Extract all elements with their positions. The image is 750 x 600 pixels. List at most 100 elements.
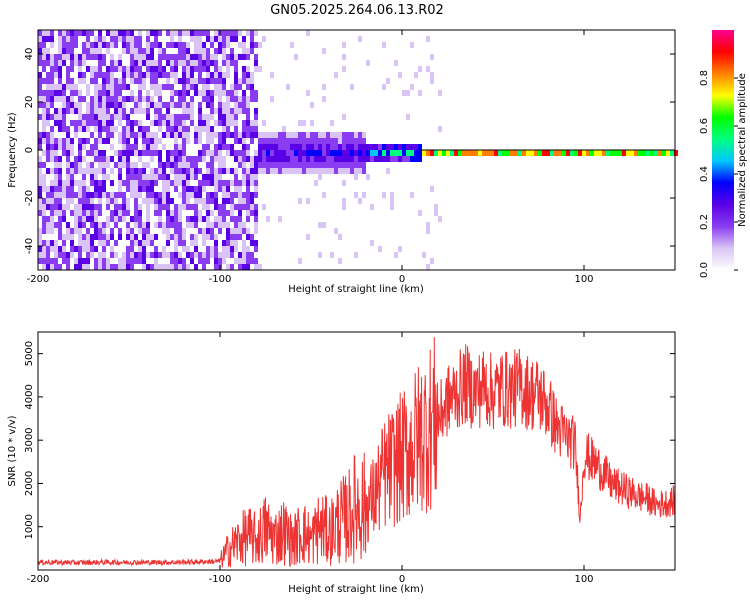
- heatmap-cell: [186, 162, 190, 168]
- heatmap-cell: [150, 144, 154, 150]
- heatmap-cell: [250, 210, 254, 216]
- heatmap-cell: [38, 240, 42, 246]
- heatmap-cell: [106, 162, 110, 168]
- heatmap-cell: [138, 240, 142, 246]
- colorbar-tick-label: 0.0: [699, 262, 710, 278]
- heatmap-cell: [178, 48, 182, 54]
- heatmap-cell: [130, 78, 134, 84]
- heatmap-cell: [150, 186, 154, 192]
- heatmap-cell: [174, 132, 178, 138]
- heatmap-cell: [202, 216, 206, 222]
- heatmap-cell: [154, 168, 158, 174]
- snr-frame: [37, 331, 676, 571]
- heatmap-cell: [146, 108, 150, 114]
- heatmap-cell: [86, 42, 90, 48]
- heatmap-cell: [198, 60, 202, 66]
- heatmap-cell: [650, 150, 654, 156]
- heatmap-cell: [142, 186, 146, 192]
- heatmap-cell: [82, 186, 86, 192]
- heatmap-cell: [74, 126, 78, 132]
- heatmap-cell: [54, 54, 58, 60]
- heatmap-cell: [58, 48, 62, 54]
- heatmap-cell: [206, 84, 210, 90]
- heatmap-cell: [106, 156, 110, 162]
- heatmap-cell: [346, 162, 350, 168]
- heatmap-cell: [62, 114, 66, 120]
- heatmap-cell: [182, 138, 186, 144]
- heatmap-cell: [118, 96, 122, 102]
- heatmap-cell: [330, 252, 334, 258]
- heatmap-cell: [206, 234, 210, 240]
- heatmap-cell: [134, 96, 138, 102]
- heatmap-cell: [146, 180, 150, 186]
- heatmap-cell: [158, 138, 162, 144]
- heatmap-cell: [106, 240, 110, 246]
- heatmap-cell: [70, 228, 74, 234]
- heatmap-cell: [190, 204, 194, 210]
- heatmap-cell: [542, 150, 546, 156]
- heatmap-cell: [82, 60, 86, 66]
- heatmap-cell: [78, 264, 82, 270]
- heatmap-cell: [98, 252, 102, 258]
- heatmap-cell: [250, 240, 254, 246]
- heatmap-cell: [98, 186, 102, 192]
- heatmap-cell: [42, 36, 46, 42]
- heatmap-cell: [62, 210, 66, 216]
- heatmap-cell: [246, 108, 250, 114]
- heatmap-cell: [154, 174, 158, 180]
- heatmap-cell: [94, 156, 98, 162]
- heatmap-cell: [226, 36, 230, 42]
- heatmap-cell: [110, 132, 114, 138]
- heatmap-cell: [246, 84, 250, 90]
- heatmap-cell: [626, 150, 630, 156]
- heatmap-cell: [74, 36, 78, 42]
- heatmap-cell: [38, 252, 42, 258]
- heatmap-cell: [238, 204, 242, 210]
- heatmap-cell: [130, 42, 134, 48]
- heatmap-cell: [138, 132, 142, 138]
- heatmap-cell: [190, 54, 194, 60]
- heatmap-cell: [254, 222, 258, 228]
- heatmap-cell: [210, 90, 214, 96]
- heatmap-cell: [370, 156, 374, 162]
- heatmap-cell: [178, 90, 182, 96]
- heatmap-cell: [178, 180, 182, 186]
- heatmap-cell: [430, 186, 434, 192]
- heatmap-cell: [202, 264, 206, 270]
- heatmap-cell: [94, 72, 98, 78]
- heatmap-cell: [38, 258, 42, 264]
- heatmap-cell: [158, 174, 162, 180]
- heatmap-cell: [366, 150, 370, 156]
- heatmap-cell: [38, 174, 42, 180]
- heatmap-cell: [330, 150, 334, 156]
- heatmap-cell: [42, 132, 46, 138]
- heatmap-cell: [206, 102, 210, 108]
- heatmap-cell: [78, 144, 82, 150]
- heatmap-cell: [98, 48, 102, 54]
- heatmap-cell: [122, 84, 126, 90]
- heatmap-cell: [46, 216, 50, 222]
- heatmap-cell: [146, 132, 150, 138]
- heatmap-cell: [174, 120, 178, 126]
- heatmap-cell: [218, 174, 222, 180]
- heatmap-cell: [234, 222, 238, 228]
- heatmap-cell: [74, 168, 78, 174]
- heatmap-cell: [186, 30, 190, 36]
- heatmap-cell: [42, 126, 46, 132]
- heatmap-cell: [434, 204, 438, 210]
- heatmap-cell: [98, 120, 102, 126]
- heatmap-cell: [190, 36, 194, 42]
- heatmap-cell: [246, 132, 250, 138]
- heatmap-cell: [230, 210, 234, 216]
- heatmap-cell: [154, 234, 158, 240]
- heatmap-cell: [242, 102, 246, 108]
- heatmap-cell: [126, 120, 130, 126]
- heatmap-cell: [190, 216, 194, 222]
- heatmap-cell: [94, 186, 98, 192]
- heatmap-cell: [210, 180, 214, 186]
- heatmap-cell: [238, 78, 242, 84]
- heatmap-cell: [110, 144, 114, 150]
- heatmap-cell: [442, 150, 446, 156]
- heatmap-cell: [374, 156, 378, 162]
- heatmap-cell: [210, 96, 214, 102]
